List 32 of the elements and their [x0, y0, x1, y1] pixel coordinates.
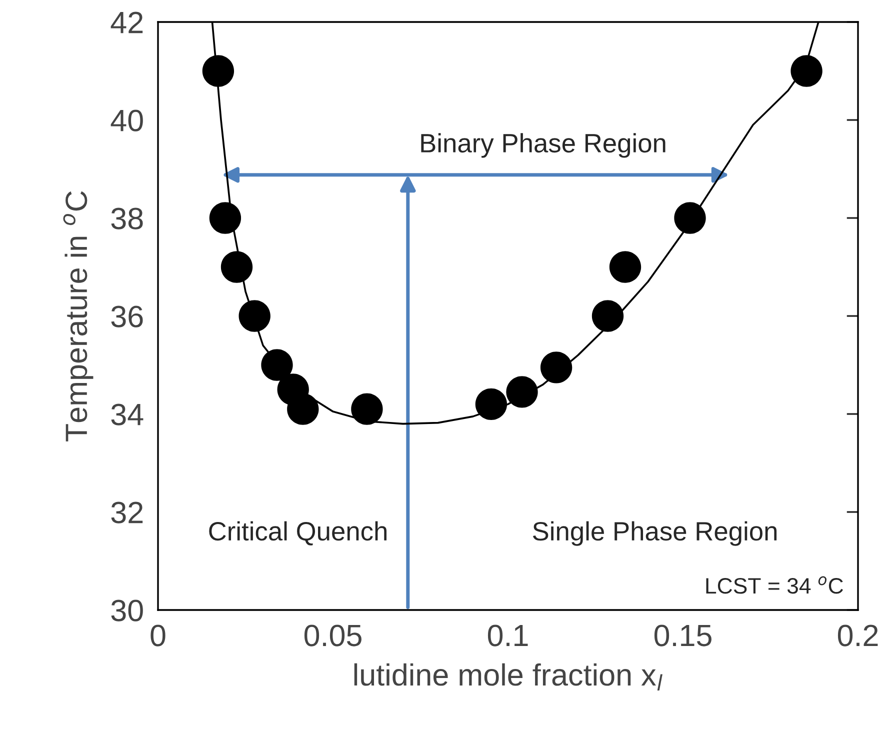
y-tick-label: 32: [111, 502, 143, 524]
point: [540, 352, 572, 384]
point: [261, 349, 293, 381]
y-tick-label: 30: [111, 600, 143, 622]
point: [592, 300, 624, 332]
x-tick-label: 0.2: [838, 624, 878, 646]
point: [238, 300, 270, 332]
point: [287, 393, 319, 425]
y-tick-label: 36: [111, 306, 143, 328]
point: [506, 376, 538, 408]
point: [475, 388, 508, 420]
point: [790, 55, 822, 87]
point: [220, 251, 253, 283]
annotation: Critical Quench: [209, 521, 386, 546]
y-tick-label: 42: [110, 12, 143, 34]
x-axis-title: lutidine mole fraction x$_{l}$: [354, 663, 662, 690]
point: [202, 55, 234, 87]
x-tick-label: 0.1: [488, 624, 528, 646]
y-tick-label: 40: [110, 110, 143, 132]
x-tick-label: 0: [150, 624, 166, 646]
annotation: LCST = 34 $^{o}$C: [706, 576, 844, 594]
annotation: Single Phase Region: [532, 521, 777, 546]
point: [209, 202, 242, 234]
x-tick-label: 0.15: [654, 624, 712, 646]
point: [674, 202, 706, 234]
point: [351, 393, 383, 425]
y-tick-label: 34: [111, 404, 144, 426]
annotation: Binary Phase Region: [421, 133, 666, 158]
y-axis-title: Temperature in $^{o}$C: [63, 191, 94, 442]
x-tick-label: 0.05: [304, 624, 362, 646]
y-tick-label: 38: [111, 208, 143, 230]
point: [609, 251, 642, 283]
